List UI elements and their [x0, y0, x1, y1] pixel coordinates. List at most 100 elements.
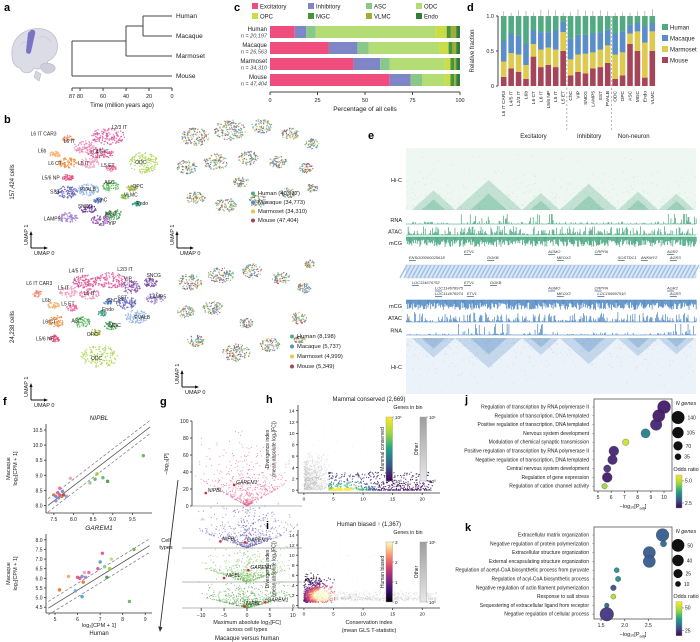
- svg-text:L5 IT: L5 IT: [58, 285, 69, 291]
- panel-c-cell-composition: Excitatory Inhibitory ASC ODC OPC MGC VLMC Endo…: [240, 3, 465, 113]
- svg-text:Macaque: Macaque: [670, 37, 695, 43]
- svg-text:L6 IT CAR3: L6 IT CAR3: [31, 132, 57, 138]
- svg-text:L6 IT: L6 IT: [64, 139, 75, 145]
- panel-k-go-dotplot: Extracellular matrix organizationNegativ…: [455, 526, 699, 639]
- svg-text:ChC: ChC: [568, 90, 574, 100]
- svg-text:Macaque: Macaque: [176, 33, 203, 40]
- panel-i-label: i: [266, 520, 270, 532]
- panel-c-label: c: [234, 2, 241, 14]
- svg-text:PVALB: PVALB: [134, 315, 150, 321]
- svg-text:SST: SST: [50, 189, 60, 195]
- svg-text:PVALB: PVALB: [80, 187, 96, 193]
- svg-text:n = 20,197: n = 20,197: [241, 34, 268, 40]
- svg-text:40: 40: [123, 94, 129, 100]
- panel-d-relative-fraction: 1.0 0.5 0 Relative fraction L6 IT CAR3 L4/5 I…: [470, 9, 697, 140]
- svg-text:L6 CT: L6 CT: [531, 91, 537, 104]
- svg-text:Endo: Endo: [424, 15, 439, 21]
- svg-text:n = 34,310: n = 34,310: [241, 66, 268, 72]
- svg-text:OPC: OPC: [620, 90, 626, 101]
- svg-text:LAMP5: LAMP5: [44, 217, 61, 223]
- svg-text:VLMC: VLMC: [124, 192, 138, 198]
- svg-text:Human: Human: [176, 13, 197, 20]
- svg-text:L5 IT: L5 IT: [553, 91, 559, 102]
- svg-text:Mouse: Mouse: [670, 59, 689, 65]
- svg-text:VLMC: VLMC: [374, 15, 391, 21]
- svg-text:L5/6 NP: L5/6 NP: [42, 176, 61, 182]
- svg-text:OPC: OPC: [260, 15, 274, 21]
- panel-a-label: a: [4, 2, 11, 14]
- panel-k-label: k: [465, 522, 472, 534]
- svg-text:Human: Human: [248, 27, 267, 33]
- panel-h-label: h: [266, 394, 273, 406]
- svg-text:SST: SST: [598, 91, 604, 100]
- svg-text:Mouse: Mouse: [176, 73, 196, 80]
- svg-text:80: 80: [77, 94, 83, 100]
- svg-text:87: 87: [69, 94, 75, 100]
- svg-text:Endo: Endo: [642, 91, 648, 103]
- svg-text:60: 60: [100, 94, 106, 100]
- svg-text:SNCG: SNCG: [78, 204, 93, 210]
- svg-text:MGC: MGC: [109, 323, 121, 329]
- svg-text:20: 20: [146, 94, 152, 100]
- svg-text:VIP: VIP: [576, 91, 582, 99]
- svg-text:0.5: 0.5: [486, 49, 494, 55]
- svg-text:SNCG: SNCG: [583, 91, 589, 105]
- svg-text:Percentage of all cells: Percentage of all cells: [333, 106, 397, 113]
- svg-text:L6 IT: L6 IT: [84, 291, 95, 297]
- svg-text:Marmoset: Marmoset: [670, 48, 697, 54]
- panel-j-label: j: [465, 394, 469, 406]
- svg-text:Inhibitory: Inhibitory: [577, 134, 601, 140]
- svg-text:ASC: ASC: [71, 318, 82, 324]
- svg-text:L4/5 IT: L4/5 IT: [93, 149, 109, 155]
- svg-text:L6 CT: L6 CT: [48, 161, 62, 167]
- svg-text:L5 ET: L5 ET: [61, 301, 74, 307]
- svg-text:Excitatory: Excitatory: [260, 5, 286, 11]
- svg-text:Excitatory: Excitatory: [520, 134, 546, 140]
- svg-text:ChC: ChC: [97, 198, 107, 204]
- svg-text:L4/5 IT: L4/5 IT: [69, 268, 85, 274]
- svg-text:SNCG: SNCG: [146, 273, 161, 279]
- svg-text:L5/6 NP: L5/6 NP: [36, 337, 55, 343]
- svg-text:L2/3 IT: L2/3 IT: [516, 91, 522, 106]
- svg-text:L5 IT: L5 IT: [78, 161, 89, 167]
- svg-text:0: 0: [268, 98, 271, 104]
- svg-text:L6 IT CAR3: L6 IT CAR3: [26, 281, 52, 287]
- svg-text:Endo: Endo: [102, 307, 114, 313]
- svg-text:L6 IT CAR3: L6 IT CAR3: [501, 91, 507, 116]
- svg-text:ASC: ASC: [104, 180, 115, 186]
- panel-d-label: d: [467, 2, 474, 14]
- svg-text:MGC: MGC: [316, 15, 331, 21]
- svg-text:L6b: L6b: [38, 148, 47, 154]
- svg-text:n = 47,404: n = 47,404: [241, 82, 267, 88]
- svg-text:Inhibitory: Inhibitory: [316, 5, 340, 11]
- svg-text:L5 ET: L5 ET: [101, 163, 114, 169]
- svg-text:L6b: L6b: [42, 298, 51, 304]
- svg-text:ASC: ASC: [628, 90, 634, 100]
- svg-text:VIP: VIP: [108, 221, 117, 227]
- svg-text:L4/5 IT: L4/5 IT: [509, 91, 515, 106]
- svg-text:n = 26,563: n = 26,563: [241, 50, 268, 56]
- svg-text:OPC: OPC: [87, 332, 98, 338]
- svg-text:Mouse: Mouse: [249, 75, 268, 81]
- svg-text:25: 25: [314, 98, 320, 104]
- panel-f-gene-scatter: 8.08.59.09.510.010.57.5 8.0 8.5 9.0 9.5NIPBL…: [6, 415, 152, 637]
- svg-text:Marmoset: Marmoset: [240, 59, 267, 65]
- svg-text:1.0: 1.0: [486, 14, 494, 20]
- svg-text:MGC: MGC: [105, 211, 117, 217]
- svg-text:ODC: ODC: [613, 90, 619, 101]
- svg-text:50: 50: [362, 98, 368, 104]
- svg-text:0: 0: [491, 84, 494, 90]
- svg-text:0: 0: [170, 94, 173, 100]
- svg-text:Time (million years ago): Time (million years ago): [90, 103, 154, 109]
- svg-text:SST: SST: [117, 296, 127, 302]
- svg-text:Endo: Endo: [136, 201, 148, 207]
- svg-text:VIP: VIP: [124, 276, 133, 282]
- svg-text:L5/6 NP: L5/6 NP: [546, 91, 552, 108]
- svg-text:Relative fraction: Relative fraction: [470, 29, 476, 72]
- panel-f-label: f: [3, 396, 7, 408]
- panel-e-genome-tracks: ENSG00000029618ETV1DGKBAGMOMEOX2CRPPASOS…: [388, 148, 700, 394]
- panel-g-label: g: [160, 396, 167, 408]
